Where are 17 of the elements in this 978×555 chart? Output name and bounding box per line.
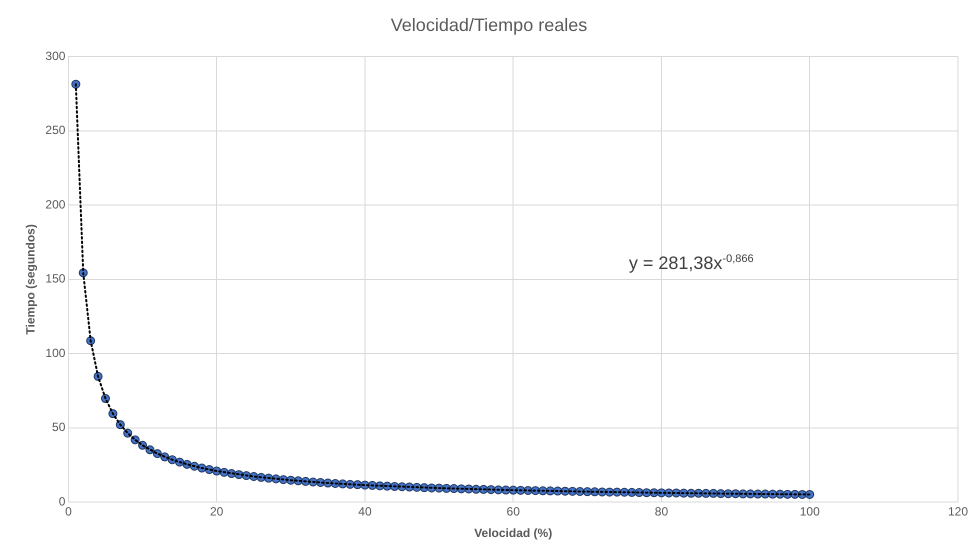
y-axis-title: Tiempo (segundos) [24, 224, 38, 335]
y-tick-label: 150 [45, 272, 66, 286]
chart-title: Velocidad/Tiempo reales [390, 14, 588, 35]
y-tick-label: 100 [45, 346, 66, 360]
y-tick-label: 50 [52, 420, 66, 434]
x-tick-label: 120 [948, 504, 968, 519]
x-tick-label: 40 [358, 504, 372, 519]
x-tick-label: 80 [654, 504, 668, 519]
annotation: y = 281,38x$^{-0,866}$ [628, 252, 754, 274]
y-tick-label: 0 [58, 494, 66, 509]
y-tick-label: 250 [45, 123, 66, 138]
x-axis-title: Velocidad (%) [474, 526, 552, 540]
y-tick-label: 200 [45, 197, 66, 212]
y-tick-label: 300 [45, 48, 66, 63]
x-tick-label: 100 [800, 504, 820, 519]
x-tick-label: 60 [506, 504, 520, 519]
x-tick-label: 20 [210, 504, 224, 519]
